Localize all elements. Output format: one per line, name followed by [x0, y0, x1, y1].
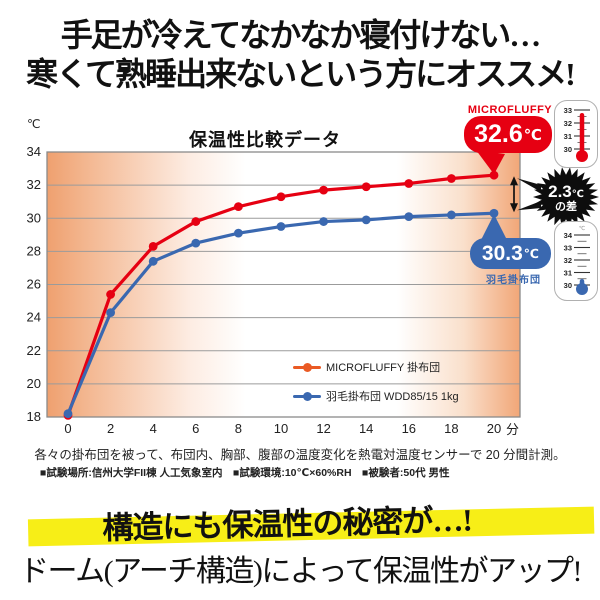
svg-text:32: 32	[27, 177, 41, 192]
microfluffy-brand-label: MICROFLUFFY	[467, 104, 553, 116]
svg-text:12: 12	[316, 421, 330, 436]
legend-dot-icon	[303, 362, 312, 372]
headline-line1: 手足が冷えてなかなか寝付けない…	[60, 17, 541, 53]
svg-text:10: 10	[274, 421, 288, 436]
blue-badge-caption: 羽毛掛布団	[486, 275, 541, 286]
svg-text:31: 31	[564, 268, 572, 277]
thermometer-blue-icon: 34 33 32 31 30 ℃	[554, 221, 598, 301]
svg-text:33: 33	[564, 243, 572, 252]
highlight-banner: 構造にも保温性の秘密が…!	[27, 492, 595, 551]
svg-text:33: 33	[564, 106, 572, 115]
legend-label: MICROFLUFFY 掛布団	[326, 362, 441, 374]
legend-dot-icon	[303, 391, 312, 401]
legend-label: 羽毛掛布団 WDD85/15 1kg	[326, 391, 459, 403]
svg-text:32: 32	[564, 256, 572, 265]
legend-line-icon	[293, 362, 321, 372]
svg-text:6: 6	[192, 421, 199, 436]
svg-text:31: 31	[564, 132, 572, 141]
test-conditions-note: ■試験場所:信州大学FII棟 人工気象室内 ■試験環境:10℃×60%RH ■被…	[40, 467, 450, 479]
y-axis-unit: ℃	[27, 117, 41, 131]
svg-text:32: 32	[564, 119, 572, 128]
diff-caption: の差	[555, 201, 577, 213]
difference-starburst-label: 2.3℃ の差	[531, 175, 600, 221]
svg-text:℃: ℃	[579, 225, 585, 232]
svg-text:28: 28	[27, 243, 41, 258]
closing-statement: ドーム(アーチ構造)によって保温性がアップ!	[19, 555, 582, 588]
red-temperature-badge: 32.6 ℃	[464, 116, 552, 153]
legend-item-down-duvet: 羽毛掛布団 WDD85/15 1kg	[293, 389, 459, 403]
svg-text:14: 14	[359, 421, 373, 436]
svg-text:24: 24	[27, 310, 41, 325]
headline-line2: 寒くて熟睡出来ないという方にオススメ!	[26, 56, 576, 92]
test-method-note: 各々の掛布団を被って、布団内、胸部、腹部の温度変化を熱電対温度センサーで 20 …	[34, 448, 566, 462]
red-badge-unit: ℃	[523, 126, 542, 144]
diff-unit: ℃	[571, 189, 584, 200]
svg-text:18: 18	[444, 421, 458, 436]
chart-title: 保温性比較データ	[189, 130, 341, 150]
svg-text:18: 18	[27, 409, 41, 424]
svg-text:4: 4	[150, 421, 157, 436]
blue-temperature-badge: 30.3 ℃	[470, 238, 551, 269]
svg-text:20: 20	[27, 376, 41, 391]
thermometer-red-icon: 33 32 31 30	[554, 100, 598, 168]
highlight-text: 構造にも保温性の秘密が…!	[102, 502, 473, 546]
legend-item-microfluffy: MICROFLUFFY 掛布団	[293, 360, 440, 374]
legend-line-icon	[293, 391, 321, 401]
svg-text:20: 20	[487, 421, 501, 436]
blue-badge-value: 30.3	[481, 241, 523, 265]
svg-text:34: 34	[27, 144, 41, 159]
svg-text:30: 30	[564, 145, 572, 154]
red-badge-value: 32.6	[474, 120, 523, 148]
svg-text:16: 16	[402, 421, 416, 436]
svg-text:0: 0	[64, 421, 71, 436]
svg-text:2: 2	[107, 421, 114, 436]
svg-text:34: 34	[564, 231, 573, 240]
diff-value: 2.3	[548, 182, 572, 201]
svg-text:30: 30	[564, 281, 572, 290]
svg-text:8: 8	[235, 421, 242, 436]
blue-badge-unit: ℃	[523, 247, 540, 261]
x-axis-unit: 分	[506, 422, 520, 437]
svg-text:22: 22	[27, 343, 41, 358]
svg-text:26: 26	[27, 277, 41, 292]
headline: 手足が冷えてなかなか寝付けない… 寒くて熟睡出来ないという方にオススメ!	[0, 16, 600, 94]
svg-text:30: 30	[27, 210, 41, 225]
